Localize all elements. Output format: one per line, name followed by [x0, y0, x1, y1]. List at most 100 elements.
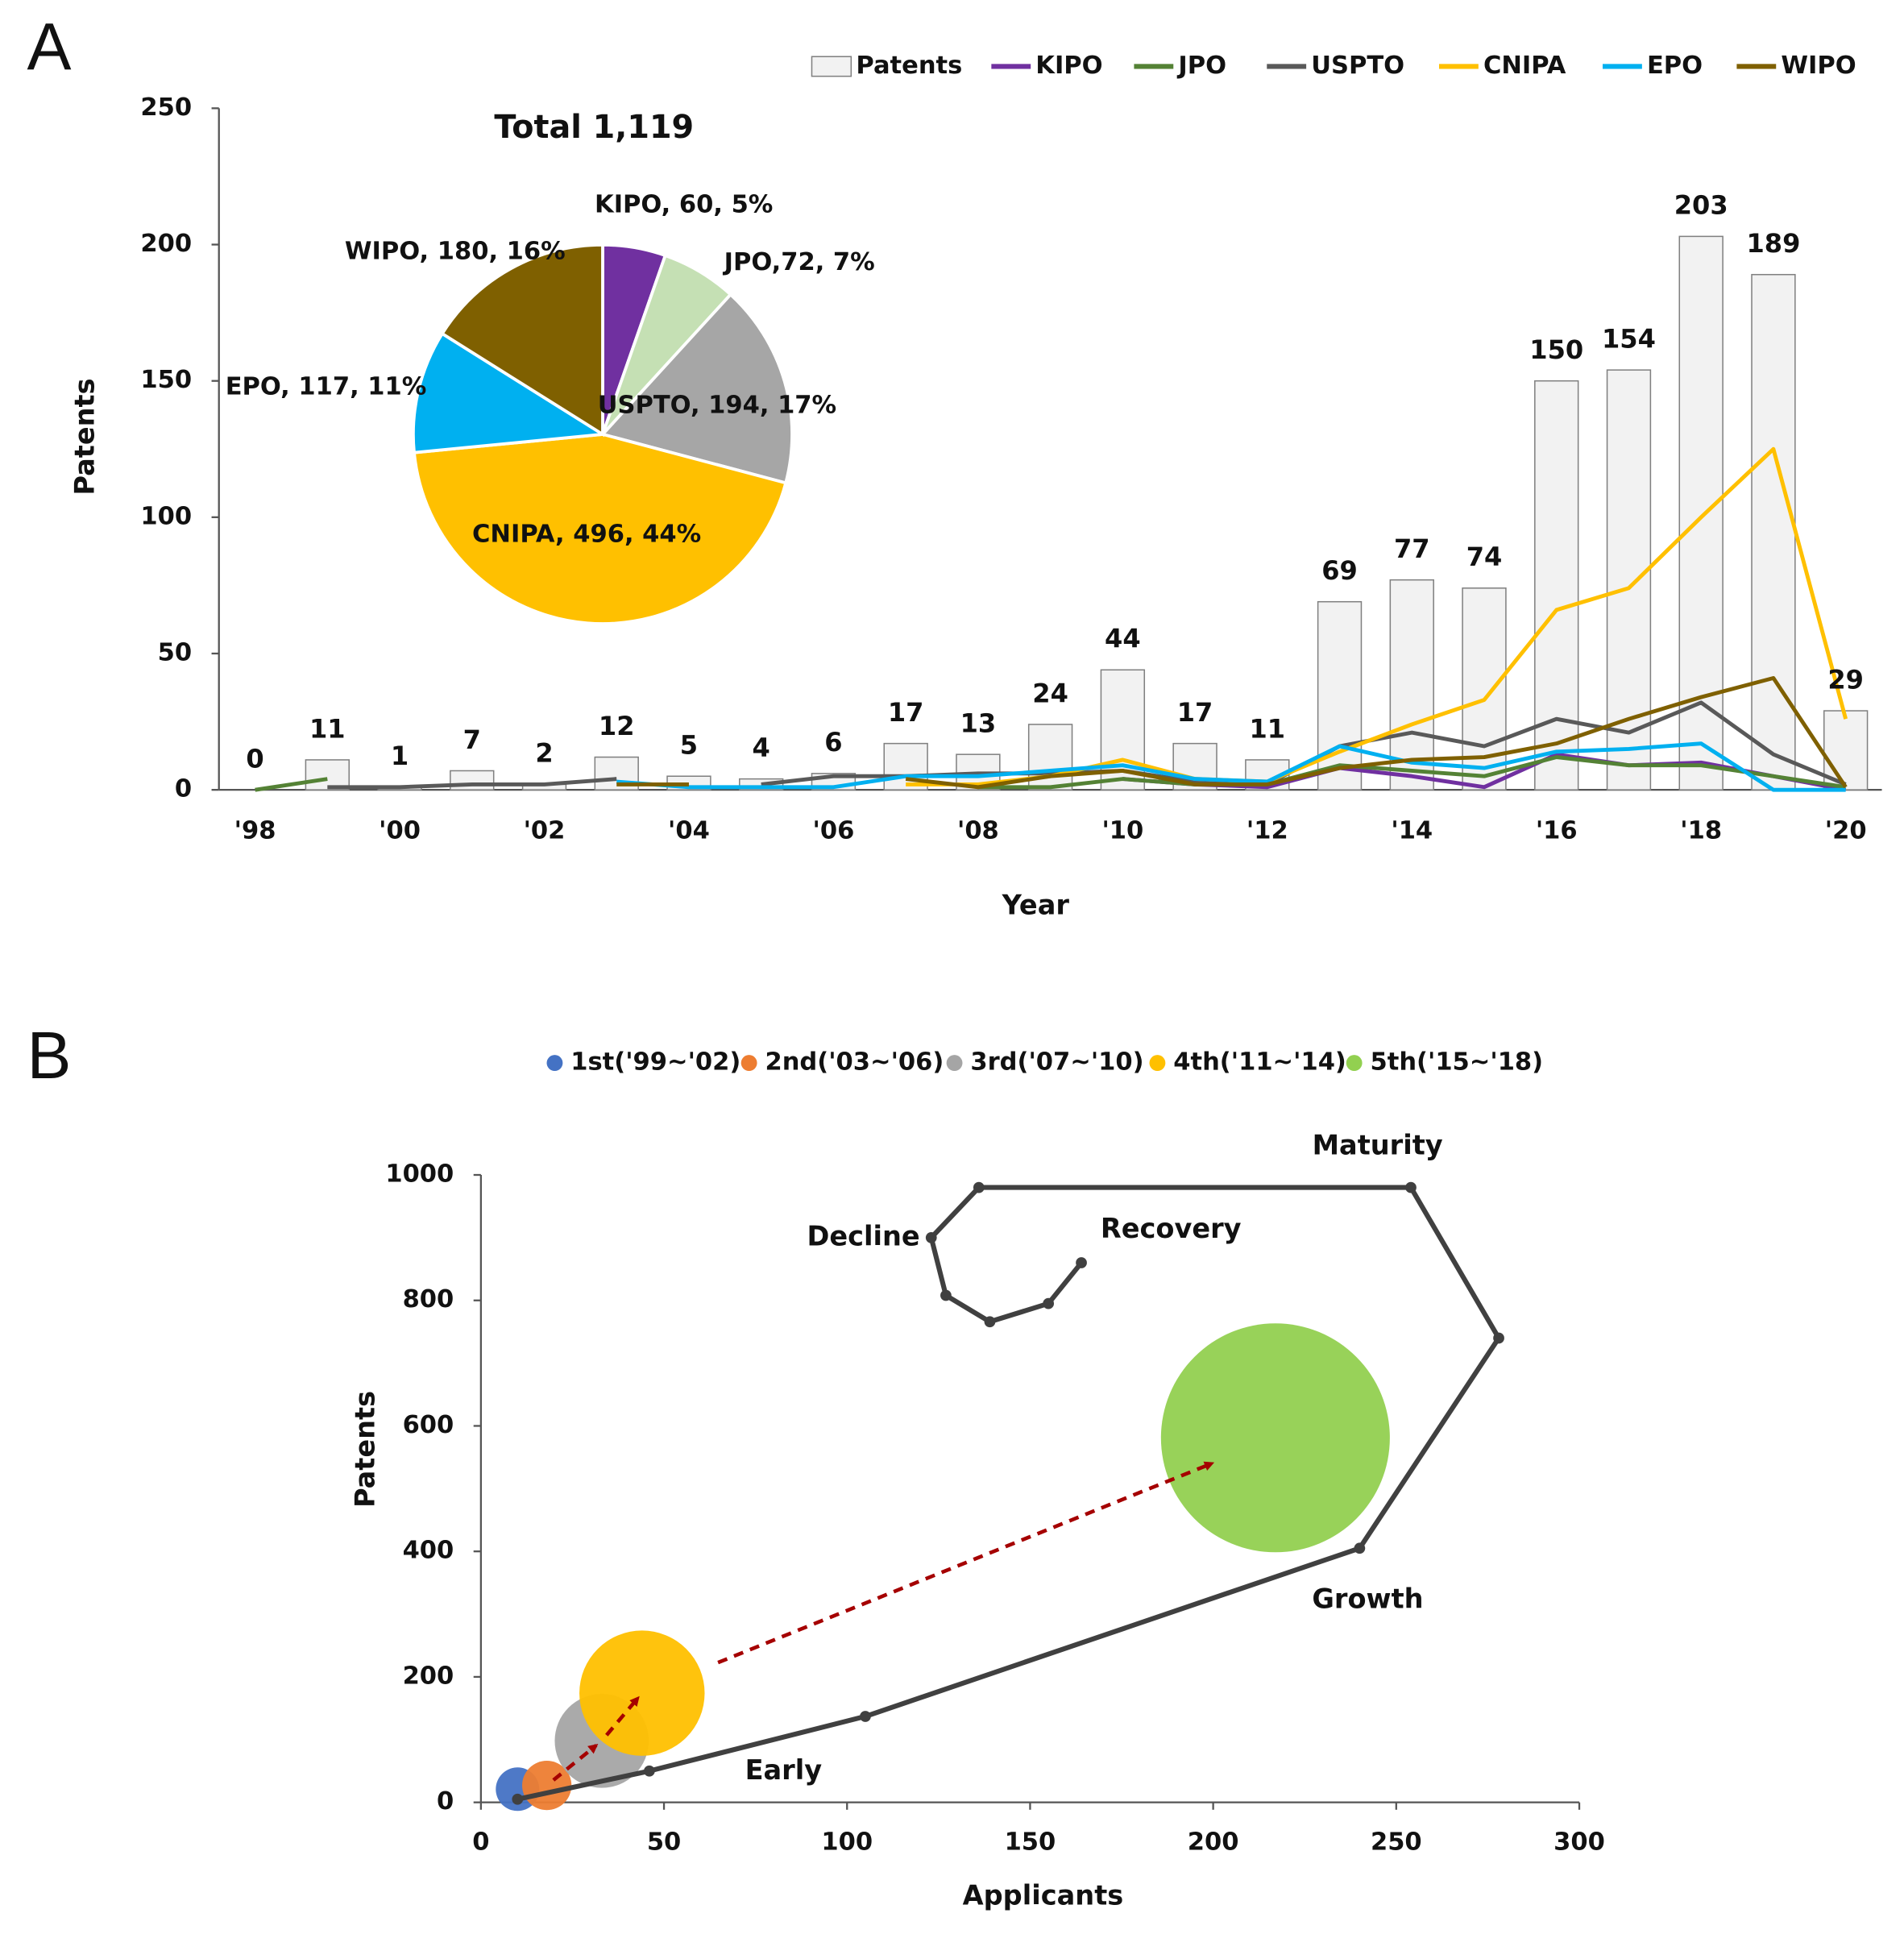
bar: [1389, 579, 1434, 791]
data-label: 0: [246, 744, 263, 774]
cycle-point: [1043, 1297, 1055, 1309]
x-tick-label: 200: [1188, 1828, 1239, 1857]
y-tick-label: 200: [403, 1662, 454, 1690]
trend-arrow: [717, 1461, 1215, 1665]
legend-swatch: [1149, 1055, 1166, 1072]
data-label: 189: [1746, 228, 1800, 259]
cycle-point: [925, 1232, 937, 1243]
x-tick-label: '06: [813, 817, 855, 845]
pie-label: CNIPA, 496, 44%: [472, 521, 701, 549]
pie-label: KIPO, 60, 5%: [595, 190, 773, 218]
x-tick-label: '12: [1247, 817, 1288, 845]
legend-swatch: [811, 56, 852, 77]
cycle-point: [1493, 1332, 1504, 1344]
x-tick-label: '18: [1680, 817, 1722, 845]
panel-label: B: [27, 1019, 72, 1093]
data-label: 11: [309, 713, 346, 744]
legend-label: EPO: [1647, 52, 1703, 80]
x-tick-label: '16: [1536, 817, 1578, 845]
cycle-point: [1405, 1181, 1417, 1193]
x-axis-label: Year: [1002, 890, 1070, 921]
data-label: 2: [535, 738, 553, 769]
data-label: 74: [1466, 542, 1503, 572]
y-tick-label: 0: [437, 1787, 454, 1816]
legend-label: 4th('11~'14): [1173, 1048, 1346, 1077]
data-label: 6: [824, 727, 842, 757]
data-label: 7: [463, 724, 481, 755]
pie-label: JPO,72, 7%: [723, 248, 875, 276]
line-series: [616, 675, 1848, 790]
legend-label: JPO: [1176, 52, 1226, 80]
x-tick-label: 250: [1371, 1828, 1422, 1857]
annotation: Maturity: [1313, 1129, 1443, 1160]
pie-label: WIPO, 180, 16%: [345, 237, 566, 265]
legend-label: CNIPA: [1483, 52, 1566, 80]
cycle-point: [644, 1765, 655, 1777]
cycle-point: [940, 1289, 952, 1301]
bar: [305, 759, 350, 791]
trend-arrow: [605, 1695, 640, 1737]
x-tick-label: '08: [957, 817, 999, 845]
y-tick-label: 400: [403, 1537, 454, 1565]
cycle-point: [512, 1793, 524, 1805]
legend-swatch: [946, 1055, 963, 1072]
y-tick-label: 600: [403, 1411, 454, 1439]
pie-label: EPO, 117, 11%: [226, 372, 427, 400]
data-label: 29: [1827, 664, 1864, 695]
legend-label: 2nd('03~'06): [765, 1048, 944, 1077]
legend-swatch: [546, 1055, 563, 1072]
cycle-line: [516, 1185, 1502, 1802]
legend-swatch: [1346, 1055, 1363, 1072]
bubble: [1160, 1323, 1390, 1553]
y-axis-label: Patents: [68, 378, 100, 495]
y-tick-label: 800: [403, 1285, 454, 1314]
x-tick-label: 100: [821, 1828, 873, 1857]
legend-label: KIPO: [1035, 52, 1102, 80]
cycle-point: [1354, 1542, 1366, 1554]
cycle-point: [984, 1316, 996, 1328]
y-axis-label: Patents: [349, 1391, 380, 1508]
x-tick-label: '98: [234, 817, 276, 845]
cycle-point: [860, 1711, 871, 1722]
y-tick-label: 200: [140, 230, 192, 258]
annotation: Recovery: [1101, 1213, 1242, 1244]
pie-label: USPTO, 194, 17%: [598, 391, 836, 419]
legend-label: WIPO: [1781, 52, 1856, 80]
data-label: 203: [1674, 190, 1728, 221]
pie-slice: [440, 243, 604, 438]
data-label: 11: [1250, 713, 1286, 744]
y-tick-label: 50: [158, 638, 192, 666]
x-tick-label: 50: [647, 1828, 681, 1857]
trend-arrow: [552, 1743, 599, 1782]
pie-title: Total 1,119: [494, 109, 694, 146]
x-tick-label: '14: [1391, 817, 1433, 845]
data-label: 4: [753, 733, 770, 763]
x-axis-label: Applicants: [963, 1880, 1124, 1911]
annotation: Growth: [1312, 1583, 1423, 1615]
data-label: 5: [680, 730, 698, 761]
x-tick-label: '04: [668, 817, 710, 845]
line-series: [616, 741, 1846, 792]
data-label: 69: [1321, 555, 1358, 586]
x-tick-label: 300: [1553, 1828, 1605, 1857]
annotation: Early: [745, 1754, 823, 1786]
bar: [883, 742, 928, 791]
panel-label: A: [27, 10, 72, 84]
data-label: 44: [1105, 624, 1141, 654]
y-tick-label: 100: [140, 502, 192, 530]
y-tick-label: 150: [140, 366, 192, 394]
data-label: 12: [599, 711, 635, 741]
y-tick-label: 250: [140, 93, 192, 122]
x-tick-label: '00: [379, 817, 421, 845]
y-tick-label: 1000: [385, 1160, 454, 1189]
annotation: Decline: [807, 1220, 919, 1251]
data-label: 13: [960, 708, 997, 739]
legend-swatch: [740, 1055, 757, 1072]
x-tick-label: '20: [1825, 817, 1867, 845]
x-tick-label: '10: [1101, 817, 1143, 845]
data-label: 154: [1602, 323, 1656, 354]
cycle-point: [973, 1181, 985, 1193]
